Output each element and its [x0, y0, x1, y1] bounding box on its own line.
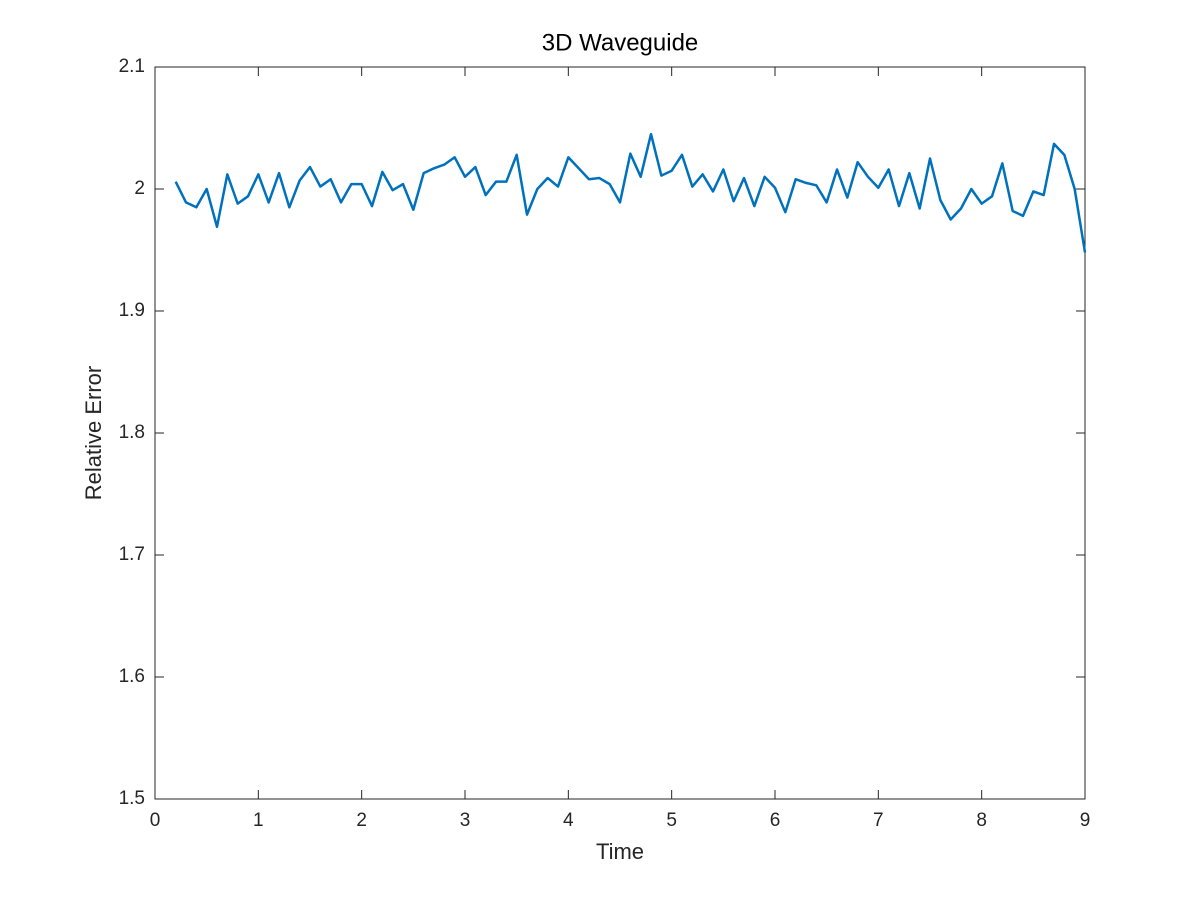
x-tick-label: 7 [873, 810, 884, 831]
plot-area [154, 66, 1086, 800]
x-tick-label: 0 [150, 810, 161, 831]
x-tick-label: 4 [563, 810, 574, 831]
x-tick-label: 2 [356, 810, 367, 831]
x-tick-label: 3 [460, 810, 471, 831]
x-axis-label: Time [596, 839, 644, 864]
y-tick-label: 1.8 [119, 422, 145, 443]
x-tick-label: 1 [253, 810, 264, 831]
chart-title: 3D Waveguide [542, 29, 699, 56]
y-tick-label: 1.5 [119, 788, 145, 809]
x-tick-label: 5 [666, 810, 677, 831]
y-tick-label: 1.7 [119, 544, 145, 565]
x-tick-label: 9 [1080, 810, 1091, 831]
x-tick-label: 6 [770, 810, 781, 831]
y-tick-label: 2.1 [119, 56, 145, 77]
y-tick-label: 1.9 [119, 300, 145, 321]
data-line [174, 132, 1087, 253]
y-axis-label: Relative Error [81, 366, 106, 500]
y-tick-label: 2 [134, 178, 145, 199]
y-tick-label: 1.6 [119, 666, 145, 687]
x-tick-label: 8 [976, 810, 987, 831]
